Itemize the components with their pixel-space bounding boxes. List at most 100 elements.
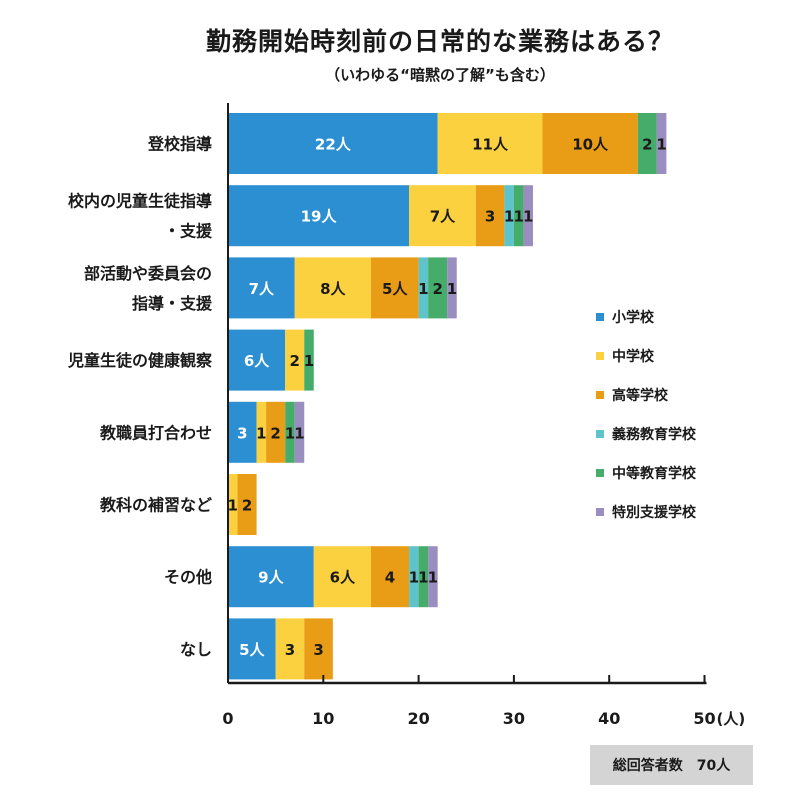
bar-segment [313,546,371,608]
bar-value-label: 3 [285,641,295,659]
bar-value-label: 9人 [258,569,284,587]
x-axis-unit-label: (人) [717,710,746,728]
bar-segment [656,113,667,174]
bar-segment [285,329,305,391]
bar-value-label: 1 [513,208,523,226]
bar-value-label: 2 [289,352,299,370]
x-tick-label: 30 [503,709,525,728]
bar-value-label: 7人 [249,280,275,298]
bar-segment [637,113,657,174]
total-respondents-label: 総回答者数 [612,758,683,774]
bar-value-label: 1 [428,569,438,587]
bar-segment [256,401,267,463]
x-tick-label: 50 [693,709,715,728]
legend-entry: 中等教育学校 [612,465,697,482]
bar-value-label: 1 [447,280,457,298]
category-label: 指導・支援 [132,294,213,313]
bar-value-label: 2 [242,497,252,515]
bar-segment [370,257,419,319]
bar-value-label: 3 [237,424,247,442]
x-tick-label: 0 [222,709,233,728]
bar-segment [447,257,457,319]
legend-entry: 義務教育学校 [612,426,697,443]
bar-value-label: 6人 [330,569,356,587]
bar-segment [285,401,295,463]
bar-segment [228,401,257,463]
total-respondents-box: 総回答者数 70人 [590,745,753,785]
bar-value-label: 1 [656,136,666,154]
bar-segment [228,474,238,535]
bar-value-label: 19人 [301,208,338,226]
category-label: ・支援 [164,222,213,241]
bar-value-label: 1 [409,569,419,587]
bar-segment [228,618,276,680]
bar-value-label: 4 [385,569,395,587]
bar-segment [475,185,505,247]
category-label: 教職員打合わせ [100,423,212,442]
bar-segment [437,113,543,174]
bar-segment [228,546,314,608]
bar-value-label: 5人 [239,641,265,659]
bar-value-label: 1 [256,424,266,442]
bar-value-label: 8人 [320,280,346,298]
bar-segment [237,474,257,535]
bar-value-label: 1 [504,208,514,226]
bar-value-label: 1 [523,208,533,226]
bar-value-label: 1 [294,424,304,442]
bar-value-label: 10人 [572,136,609,154]
legend-entry: 中学校 [612,348,655,365]
category-label: 校内の児童生徒指導 [68,192,212,211]
legend-swatch [596,469,604,477]
category-label: その他 [164,568,212,587]
bar-segment [304,329,314,391]
x-tick-label: 10 [312,709,334,728]
legend-entry: 小学校 [612,309,655,326]
category-label: 部活動や委員会の [84,264,212,283]
bar-segment [513,185,524,247]
legend-entry: 高等学校 [612,387,669,404]
legend-entry: 特別支援学校 [612,504,697,521]
bar-value-label: 5人 [382,280,408,298]
bar-segment [370,546,410,608]
bar-value-label: 2 [432,280,442,298]
category-label: 教科の補習など [100,496,212,515]
chart-subtitle: （いわゆる“暗黙の了解”も含む） [325,66,555,84]
bar-value-label: 1 [304,352,314,370]
legend-swatch [596,352,604,360]
bar-segment [228,113,438,174]
bar-segment [418,546,429,608]
bar-value-label: 11人 [472,136,509,154]
bar-value-label: 22人 [315,136,352,154]
bar-value-label: 6人 [244,352,270,370]
bar-value-label: 1 [285,424,295,442]
bar-segment [409,546,419,608]
category-label: 登校指導 [147,135,212,154]
bar-segment [266,401,286,463]
chart-title: 勤務開始時刻前の日常的な業務はある？ [205,27,674,56]
bar-segment [504,185,514,247]
bar-value-label: 1 [228,497,238,515]
x-tick-label: 40 [598,709,620,728]
bar-value-label: 2 [270,424,280,442]
x-tick-label: 20 [407,709,429,728]
bar-segment [294,257,371,319]
bar-value-label: 3 [485,208,495,226]
category-label: 児童生徒の健康観察 [67,351,213,370]
bar-segment [275,618,305,680]
bar-value-label: 2 [642,136,652,154]
legend-swatch [596,391,604,399]
bar-value-label: 7人 [430,208,456,226]
bar-segment [228,329,286,391]
bar-segment [542,113,638,174]
bar-segment [409,185,476,247]
bar-segment [294,401,305,463]
legend-swatch [596,430,604,438]
bar-segment [418,257,429,319]
bar-value-label: 3 [313,641,323,659]
bar-segment [228,257,295,319]
legend-swatch [596,313,604,321]
total-respondents-value: 70人 [696,758,731,774]
bar-segment [304,618,333,680]
bar-value-label: 1 [418,280,428,298]
